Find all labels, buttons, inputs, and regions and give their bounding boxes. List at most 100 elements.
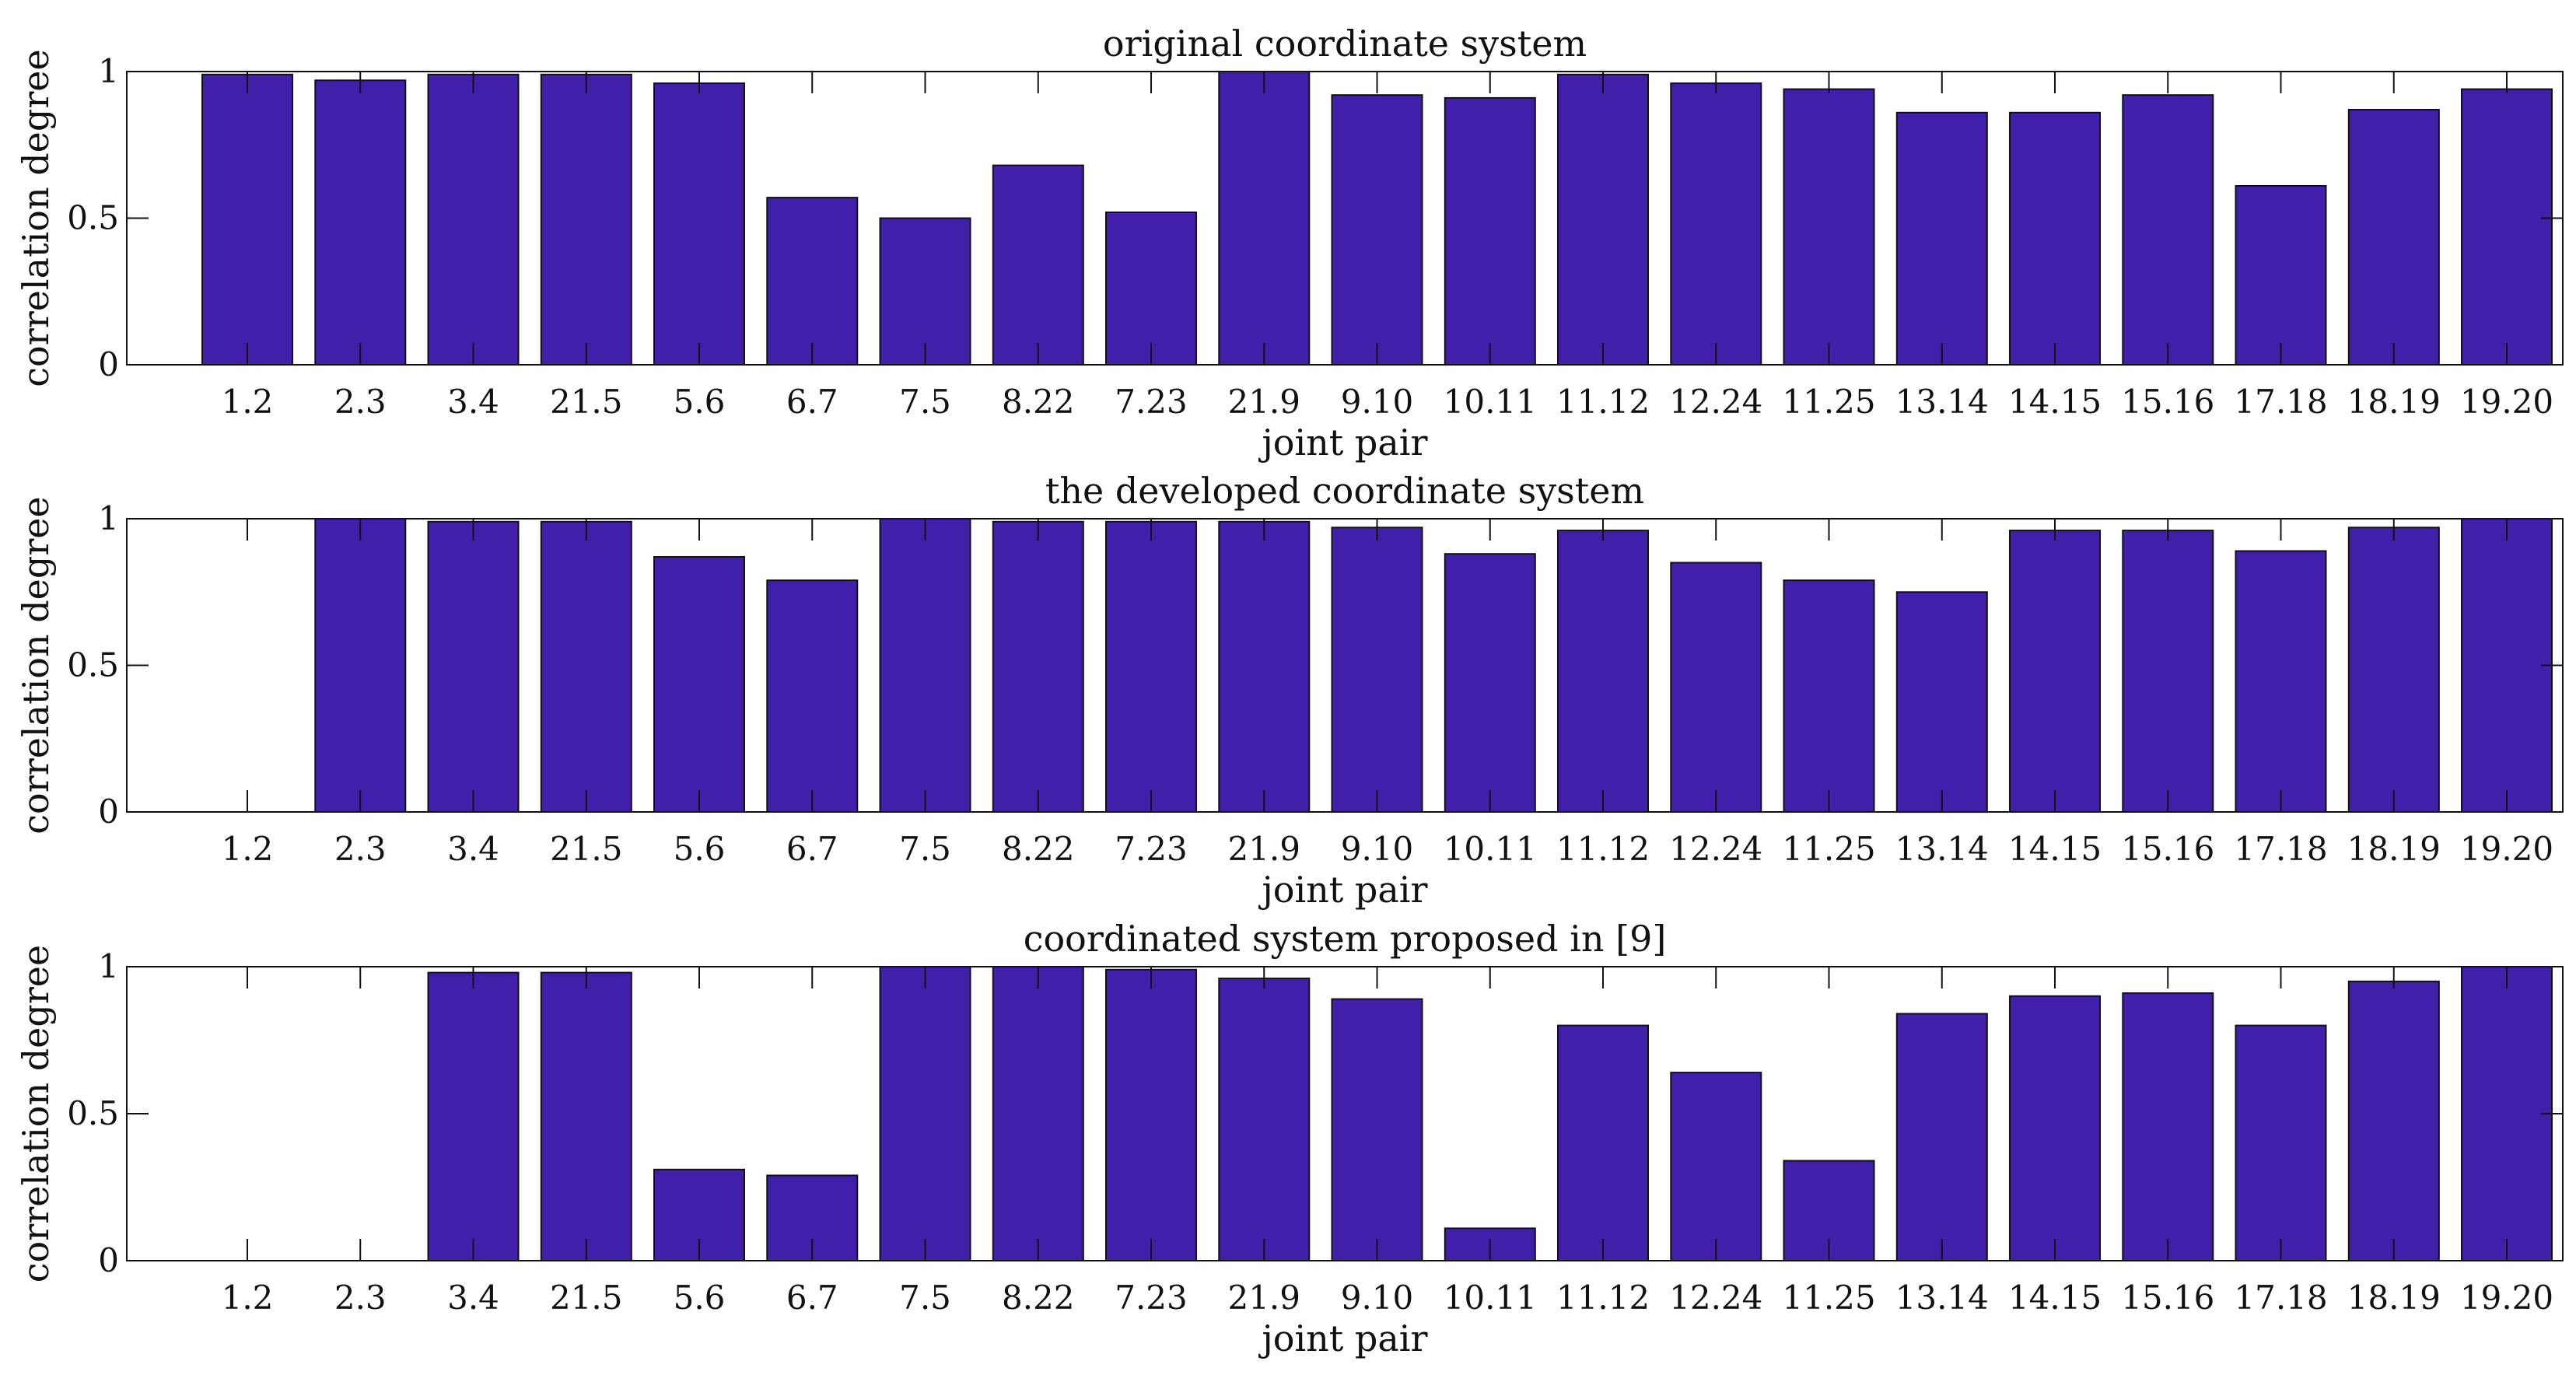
x-tick-label: 21.5 bbox=[550, 1279, 623, 1317]
bar-7.5 bbox=[879, 966, 971, 1261]
x-tick-label: 5.6 bbox=[674, 830, 726, 868]
x-tick-label: 13.14 bbox=[1895, 383, 1989, 421]
bar-5.6 bbox=[653, 82, 745, 366]
x-tick-label: 7.23 bbox=[1115, 1279, 1188, 1317]
x-tick-label: 12.24 bbox=[1669, 1279, 1762, 1317]
x-tick-label: 7.5 bbox=[899, 1279, 951, 1317]
bar-9.10 bbox=[1331, 527, 1423, 813]
x-tick-label: 2.3 bbox=[334, 1279, 387, 1317]
x-tick-label: 1.2 bbox=[222, 830, 274, 868]
bar-11.12 bbox=[1557, 1024, 1649, 1261]
bar-21.5 bbox=[540, 73, 632, 366]
bar-5.6 bbox=[653, 556, 745, 813]
bar-18.19 bbox=[2347, 980, 2440, 1262]
bar-14.15 bbox=[2009, 530, 2101, 813]
y-axis-label: correlation degree bbox=[15, 49, 57, 387]
y-tick-label: 1 bbox=[98, 52, 119, 90]
bar-8.22 bbox=[992, 520, 1084, 813]
bar-13.14 bbox=[1895, 111, 1988, 366]
bar-9.10 bbox=[1331, 94, 1423, 366]
y-axis-label: correlation degree bbox=[15, 496, 57, 834]
x-tick-label: 3.4 bbox=[447, 830, 499, 868]
chart-panel-1: 1.2 2.3 3.4 21.5 5.6 6.7 7.5 8.22 7.23 21.9 9.10 10… bbox=[15, 23, 2564, 464]
x-tick-label: 17.18 bbox=[2234, 1279, 2327, 1317]
x-tick-label: 11.12 bbox=[1556, 1279, 1650, 1317]
x-tick-label: 18.19 bbox=[2347, 383, 2441, 421]
bar-13.14 bbox=[1895, 1013, 1988, 1261]
x-tick-label: 14.15 bbox=[2008, 1279, 2102, 1317]
bar-7.23 bbox=[1105, 520, 1197, 813]
y-tick-label: 0.5 bbox=[67, 646, 119, 684]
x-tick-label: 7.5 bbox=[899, 383, 951, 421]
bar-8.22 bbox=[992, 966, 1084, 1261]
x-tick-label: 8.22 bbox=[1002, 1279, 1075, 1317]
bar-10.11 bbox=[1444, 553, 1536, 813]
x-tick-label: 15.16 bbox=[2121, 830, 2214, 868]
x-tick-label: 13.14 bbox=[1895, 1279, 1989, 1317]
bar-17.18 bbox=[2235, 550, 2327, 813]
bar-17.18 bbox=[2235, 1024, 2327, 1261]
bar-15.16 bbox=[2122, 992, 2214, 1261]
bar-19.20 bbox=[2461, 518, 2553, 813]
x-axis-label: joint pair bbox=[1258, 1317, 1428, 1359]
y-tick-label: 1 bbox=[98, 499, 119, 537]
x-tick-label: 5.6 bbox=[674, 1279, 726, 1317]
bar-21.9 bbox=[1218, 71, 1311, 366]
x-tick-label: 2.3 bbox=[334, 830, 387, 868]
x-tick-label: 15.16 bbox=[2121, 383, 2214, 421]
x-tick-label: 18.19 bbox=[2347, 830, 2441, 868]
x-tick-label: 21.5 bbox=[550, 830, 623, 868]
chart-panel-2: 1.2 2.3 3.4 21.5 5.6 6.7 7.5 8.22 7.23 21.9 9.10 10… bbox=[15, 470, 2564, 911]
x-tick-label: 10.11 bbox=[1444, 383, 1537, 421]
x-tick-label: 21.9 bbox=[1227, 383, 1300, 421]
x-tick-label: 19.20 bbox=[2460, 830, 2553, 868]
x-tick-label: 17.18 bbox=[2234, 383, 2327, 421]
x-tick-label: 19.20 bbox=[2460, 383, 2553, 421]
x-tick-label: 21.9 bbox=[1227, 1279, 1300, 1317]
bar-18.19 bbox=[2347, 109, 2440, 366]
bar-7.5 bbox=[879, 518, 971, 813]
x-tick-label: 17.18 bbox=[2234, 830, 2327, 868]
bar-3.4 bbox=[427, 971, 520, 1261]
bar-10.11 bbox=[1444, 96, 1536, 366]
bar-17.18 bbox=[2235, 185, 2327, 366]
x-tick-label: 9.10 bbox=[1341, 383, 1414, 421]
bar-3.4 bbox=[427, 73, 520, 366]
x-tick-label: 10.11 bbox=[1444, 830, 1537, 868]
x-tick-label: 15.16 bbox=[2121, 1279, 2214, 1317]
bar-12.24 bbox=[1670, 1072, 1762, 1261]
x-tick-label: 7.23 bbox=[1115, 383, 1188, 421]
x-tick-label: 12.24 bbox=[1669, 830, 1762, 868]
x-tick-label: 3.4 bbox=[447, 383, 499, 421]
bar-11.25 bbox=[1783, 88, 1875, 366]
bar-19.20 bbox=[2461, 88, 2553, 366]
bar-12.24 bbox=[1670, 562, 1762, 813]
y-tick-label: 0.5 bbox=[67, 199, 119, 237]
bar-6.7 bbox=[766, 579, 859, 813]
bar-2.3 bbox=[314, 518, 407, 813]
x-tick-label: 7.5 bbox=[899, 830, 951, 868]
bar-15.16 bbox=[2122, 530, 2214, 813]
x-tick-label: 5.6 bbox=[674, 383, 726, 421]
bar-21.5 bbox=[540, 971, 632, 1261]
bar-21.9 bbox=[1218, 520, 1311, 813]
x-tick-label: 11.25 bbox=[1782, 1279, 1875, 1317]
x-tick-label: 6.7 bbox=[786, 830, 838, 868]
x-tick-label: 8.22 bbox=[1002, 383, 1075, 421]
x-tick-label: 18.19 bbox=[2347, 1279, 2441, 1317]
x-tick-label: 1.2 bbox=[222, 383, 274, 421]
x-tick-label: 14.15 bbox=[2008, 383, 2102, 421]
bar-1.2 bbox=[201, 73, 293, 366]
x-tick-label: 6.7 bbox=[786, 1279, 838, 1317]
bar-14.15 bbox=[2009, 995, 2101, 1262]
bar-15.16 bbox=[2122, 94, 2214, 366]
x-tick-label: 2.3 bbox=[334, 383, 387, 421]
bar-21.5 bbox=[540, 520, 632, 813]
bar-11.12 bbox=[1557, 530, 1649, 813]
bar-14.15 bbox=[2009, 111, 2101, 366]
bar-2.3 bbox=[314, 79, 407, 366]
x-tick-label: 11.25 bbox=[1782, 830, 1875, 868]
chart-title: the developed coordinate system bbox=[1045, 470, 1644, 512]
bar-21.9 bbox=[1218, 978, 1311, 1261]
